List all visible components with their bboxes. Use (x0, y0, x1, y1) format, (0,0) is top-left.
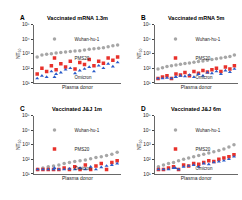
svg-text:10⁵: 10⁵ (143, 112, 151, 118)
svg-text:D: D (141, 105, 146, 112)
svg-text:NT₅₀: NT₅₀ (136, 48, 142, 59)
svg-text:Plasma donor: Plasma donor (62, 175, 93, 181)
svg-text:PMS20: PMS20 (196, 56, 211, 61)
svg-text:10¹: 10¹ (22, 171, 30, 177)
svg-text:NT₅₀: NT₅₀ (15, 139, 21, 150)
svg-text:PMS20: PMS20 (75, 56, 90, 61)
svg-text:Wuhan-hu-1: Wuhan-hu-1 (196, 128, 221, 133)
svg-text:Omicron: Omicron (196, 75, 213, 80)
svg-text:10⁵: 10⁵ (143, 21, 151, 27)
svg-text:PMS20: PMS20 (196, 147, 211, 152)
svg-text:Omicron: Omicron (75, 75, 92, 80)
svg-text:NT₅₀: NT₅₀ (15, 48, 21, 59)
svg-text:Plasma donor: Plasma donor (181, 175, 212, 181)
svg-text:10⁵: 10⁵ (22, 21, 30, 27)
svg-text:10²: 10² (143, 65, 151, 71)
svg-text:Plasma donor: Plasma donor (62, 84, 93, 90)
svg-text:Vaccinated mRNA 1.3m: Vaccinated mRNA 1.3m (47, 15, 108, 21)
svg-text:10³: 10³ (22, 141, 30, 147)
svg-text:Wuhan-hu-1: Wuhan-hu-1 (75, 37, 100, 42)
svg-text:C: C (20, 105, 25, 112)
svg-text:10²: 10² (22, 65, 30, 71)
svg-text:Omicron: Omicron (196, 166, 213, 171)
svg-text:A: A (20, 14, 25, 21)
svg-text:10⁴: 10⁴ (22, 127, 30, 133)
svg-text:Plasma donor: Plasma donor (181, 84, 212, 90)
svg-text:Vaccinated J&J 6m: Vaccinated J&J 6m (171, 106, 221, 112)
svg-text:Wuhan-hu-1: Wuhan-hu-1 (75, 128, 100, 133)
svg-text:10⁵: 10⁵ (22, 112, 30, 118)
svg-text:Wuhan-hu-1: Wuhan-hu-1 (196, 37, 221, 42)
svg-text:PMS20: PMS20 (75, 147, 90, 152)
svg-text:10¹: 10¹ (22, 80, 30, 86)
svg-text:B: B (141, 14, 146, 21)
svg-text:NT₅₀: NT₅₀ (136, 139, 142, 150)
svg-text:Vaccinated J&J 1m: Vaccinated J&J 1m (52, 106, 102, 112)
svg-text:10²: 10² (143, 156, 151, 162)
svg-text:10⁴: 10⁴ (143, 36, 151, 42)
svg-text:10³: 10³ (22, 50, 30, 56)
svg-text:10³: 10³ (143, 141, 151, 147)
svg-text:10³: 10³ (143, 50, 151, 56)
svg-text:Omicron: Omicron (75, 166, 92, 171)
svg-text:10⁴: 10⁴ (22, 36, 30, 42)
svg-text:10¹: 10¹ (143, 171, 151, 177)
svg-text:Vaccinated mRNA 5m: Vaccinated mRNA 5m (168, 15, 224, 21)
svg-text:10¹: 10¹ (143, 80, 151, 86)
svg-text:10²: 10² (22, 156, 30, 162)
svg-text:10⁴: 10⁴ (143, 127, 151, 133)
